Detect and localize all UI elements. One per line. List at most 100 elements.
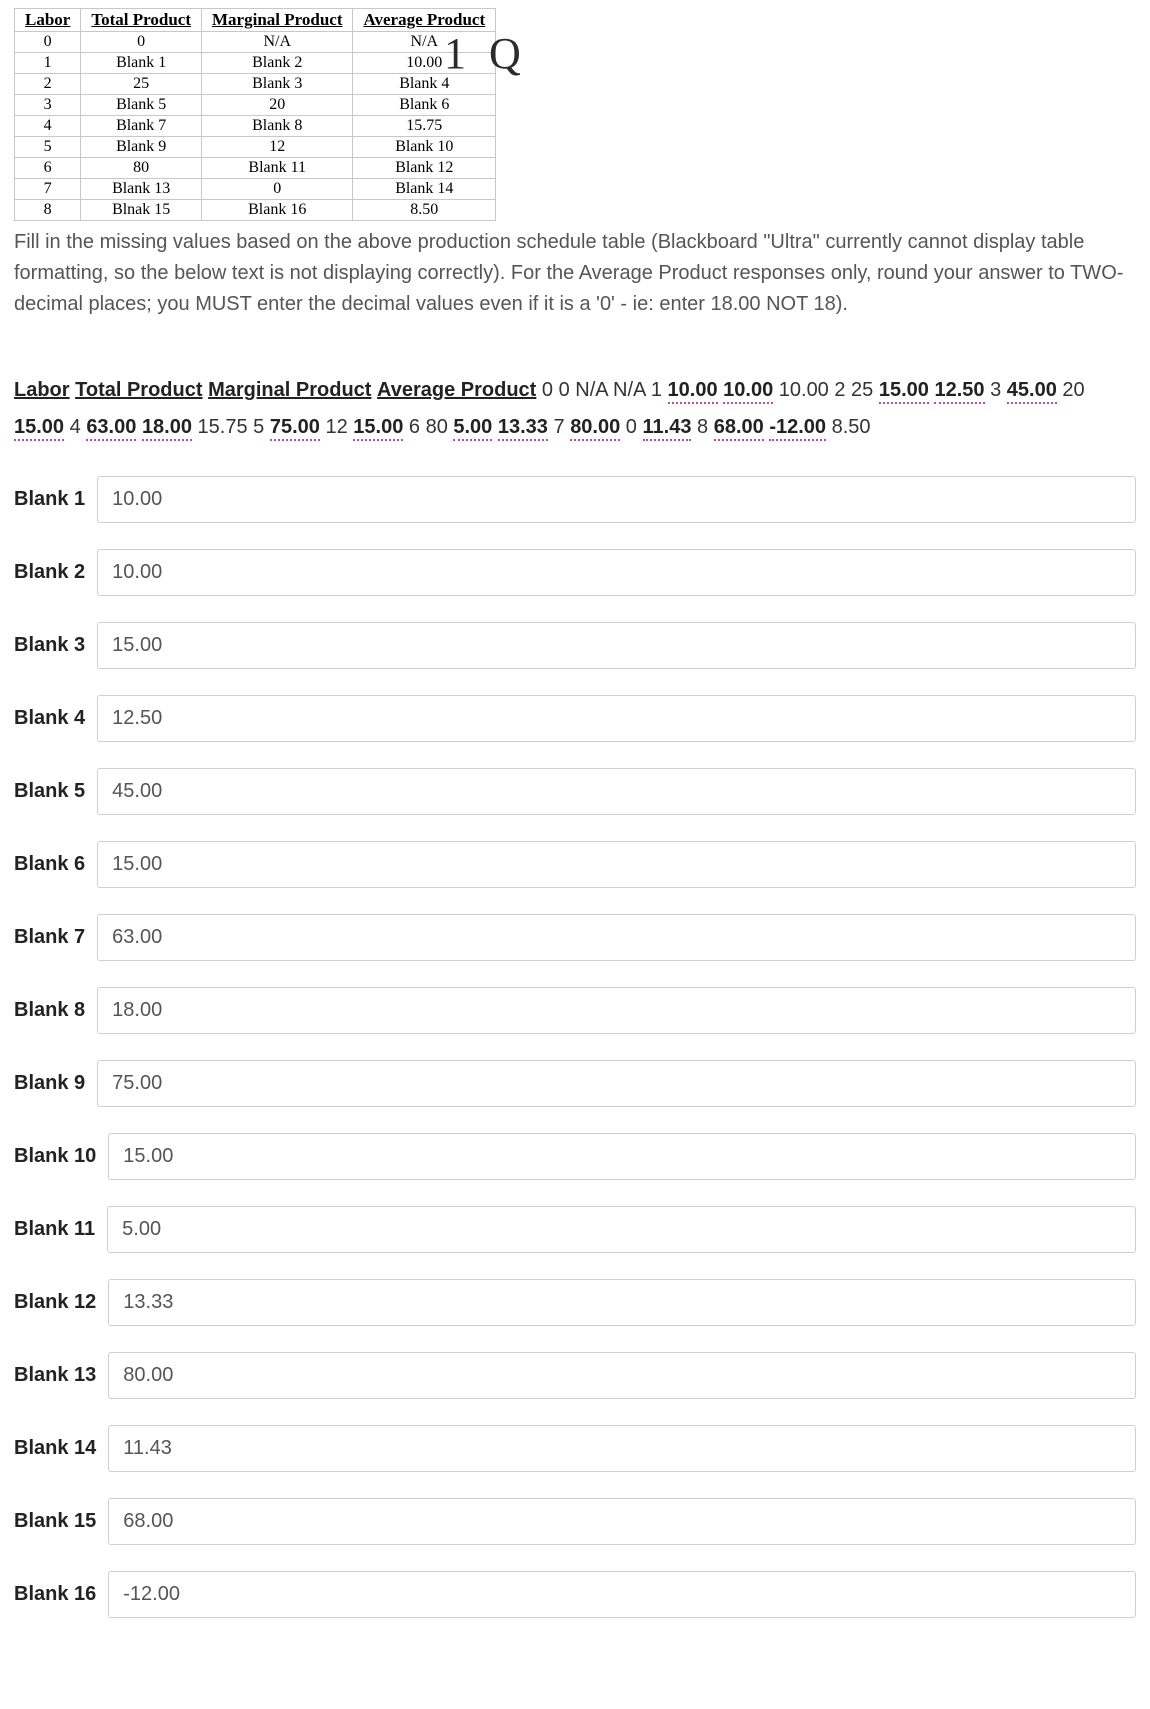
answer-header: Marginal Product — [208, 379, 371, 401]
table-cell: Blank 16 — [202, 200, 353, 221]
blank-input[interactable] — [108, 1279, 1136, 1326]
table-row: 8Blnak 15Blank 168.50 — [15, 200, 496, 221]
table-cell: Blank 7 — [81, 116, 202, 137]
blank-row: Blank 4 — [14, 695, 1136, 742]
blank-input[interactable] — [97, 987, 1136, 1034]
blank-input[interactable] — [97, 768, 1136, 815]
table-cell: Blank 11 — [202, 158, 353, 179]
answer-value: 75.00 — [270, 416, 320, 441]
answer-value: 10.00 — [723, 379, 773, 404]
blank-label: Blank 2 — [14, 561, 85, 584]
table-cell: 8 — [15, 200, 81, 221]
blank-label: Blank 14 — [14, 1437, 96, 1460]
answer-value: 15.00 — [14, 416, 64, 441]
blank-row: Blank 16 — [14, 1571, 1136, 1618]
table-cell: Blank 6 — [353, 95, 496, 116]
answer-header: Total Product — [75, 379, 202, 401]
table-header: Labor — [15, 9, 81, 32]
blank-input[interactable] — [97, 622, 1136, 669]
table-header: Total Product — [81, 9, 202, 32]
blank-row: Blank 1 — [14, 476, 1136, 523]
blank-input[interactable] — [97, 476, 1136, 523]
blank-label: Blank 8 — [14, 999, 85, 1022]
answer-value: 45.00 — [1007, 379, 1057, 404]
blank-input[interactable] — [108, 1571, 1136, 1618]
blank-row: Blank 11 — [14, 1206, 1136, 1253]
instructions-text: Fill in the missing values based on the … — [14, 227, 1136, 320]
table-row: 680Blank 11Blank 12 — [15, 158, 496, 179]
blank-row: Blank 8 — [14, 987, 1136, 1034]
handwritten-annotation: 1 Q — [444, 28, 527, 79]
blank-label: Blank 6 — [14, 853, 85, 876]
production-schedule-table: LaborTotal ProductMarginal ProductAverag… — [14, 8, 496, 221]
blank-row: Blank 12 — [14, 1279, 1136, 1326]
blank-input[interactable] — [97, 549, 1136, 596]
answer-header: Average Product — [377, 379, 536, 401]
blank-input[interactable] — [108, 1352, 1136, 1399]
blank-label: Blank 1 — [14, 488, 85, 511]
table-row: 3Blank 520Blank 6 — [15, 95, 496, 116]
table-cell: Blank 2 — [202, 53, 353, 74]
answer-value: 63.00 — [86, 416, 136, 441]
table-cell: Blnak 15 — [81, 200, 202, 221]
table-row: 4Blank 7Blank 815.75 — [15, 116, 496, 137]
blank-label: Blank 9 — [14, 1072, 85, 1095]
table-cell: 7 — [15, 179, 81, 200]
blank-input[interactable] — [97, 695, 1136, 742]
table-cell: 80 — [81, 158, 202, 179]
table-cell: Blank 13 — [81, 179, 202, 200]
table-header: Marginal Product — [202, 9, 353, 32]
table-cell: Blank 1 — [81, 53, 202, 74]
table-cell: Blank 10 — [353, 137, 496, 158]
table-cell: 2 — [15, 74, 81, 95]
table-cell: 4 — [15, 116, 81, 137]
table-cell: Blank 3 — [202, 74, 353, 95]
answer-value: 10.00 — [668, 379, 718, 404]
blank-label: Blank 5 — [14, 780, 85, 803]
blank-row: Blank 9 — [14, 1060, 1136, 1107]
table-cell: 25 — [81, 74, 202, 95]
blank-label: Blank 11 — [14, 1218, 95, 1241]
blank-row: Blank 6 — [14, 841, 1136, 888]
blank-input[interactable] — [97, 1060, 1136, 1107]
table-cell: 12 — [202, 137, 353, 158]
blank-label: Blank 13 — [14, 1364, 96, 1387]
blank-input[interactable] — [97, 914, 1136, 961]
table-cell: 0 — [15, 32, 81, 53]
blank-input[interactable] — [107, 1206, 1136, 1253]
blank-input[interactable] — [108, 1133, 1136, 1180]
blank-row: Blank 3 — [14, 622, 1136, 669]
table-cell: 5 — [15, 137, 81, 158]
table-row: 5Blank 912Blank 10 — [15, 137, 496, 158]
table-row: 225Blank 3Blank 4 — [15, 74, 496, 95]
table-cell: Blank 14 — [353, 179, 496, 200]
answer-value: 15.00 — [879, 379, 929, 404]
blank-label: Blank 4 — [14, 707, 85, 730]
blank-input[interactable] — [108, 1498, 1136, 1545]
blank-input[interactable] — [97, 841, 1136, 888]
answer-value: 5.00 — [453, 416, 492, 441]
table-cell: 0 — [202, 179, 353, 200]
answer-value: 18.00 — [142, 416, 192, 441]
table-cell: Blank 5 — [81, 95, 202, 116]
answer-value: 80.00 — [570, 416, 620, 441]
answer-value: 11.43 — [643, 416, 692, 441]
table-row: 1Blank 1Blank 210.00 — [15, 53, 496, 74]
table-cell: 0 — [81, 32, 202, 53]
table-cell: Blank 9 — [81, 137, 202, 158]
blank-row: Blank 2 — [14, 549, 1136, 596]
blank-label: Blank 10 — [14, 1145, 96, 1168]
table-cell: Blank 12 — [353, 158, 496, 179]
blank-row: Blank 14 — [14, 1425, 1136, 1472]
answer-header: Labor — [14, 379, 70, 401]
table-cell: 20 — [202, 95, 353, 116]
table-cell: N/A — [202, 32, 353, 53]
blank-row: Blank 13 — [14, 1352, 1136, 1399]
answer-value: 12.50 — [934, 379, 984, 404]
blanks-list: Blank 1 Blank 2 Blank 3 Blank 4 Blank 5 Blank… — [14, 476, 1136, 1618]
table-cell: 15.75 — [353, 116, 496, 137]
table-row: 00N/AN/A — [15, 32, 496, 53]
blank-input[interactable] — [108, 1425, 1136, 1472]
answer-value: 13.33 — [498, 416, 548, 441]
answer-value: -12.00 — [769, 416, 826, 441]
